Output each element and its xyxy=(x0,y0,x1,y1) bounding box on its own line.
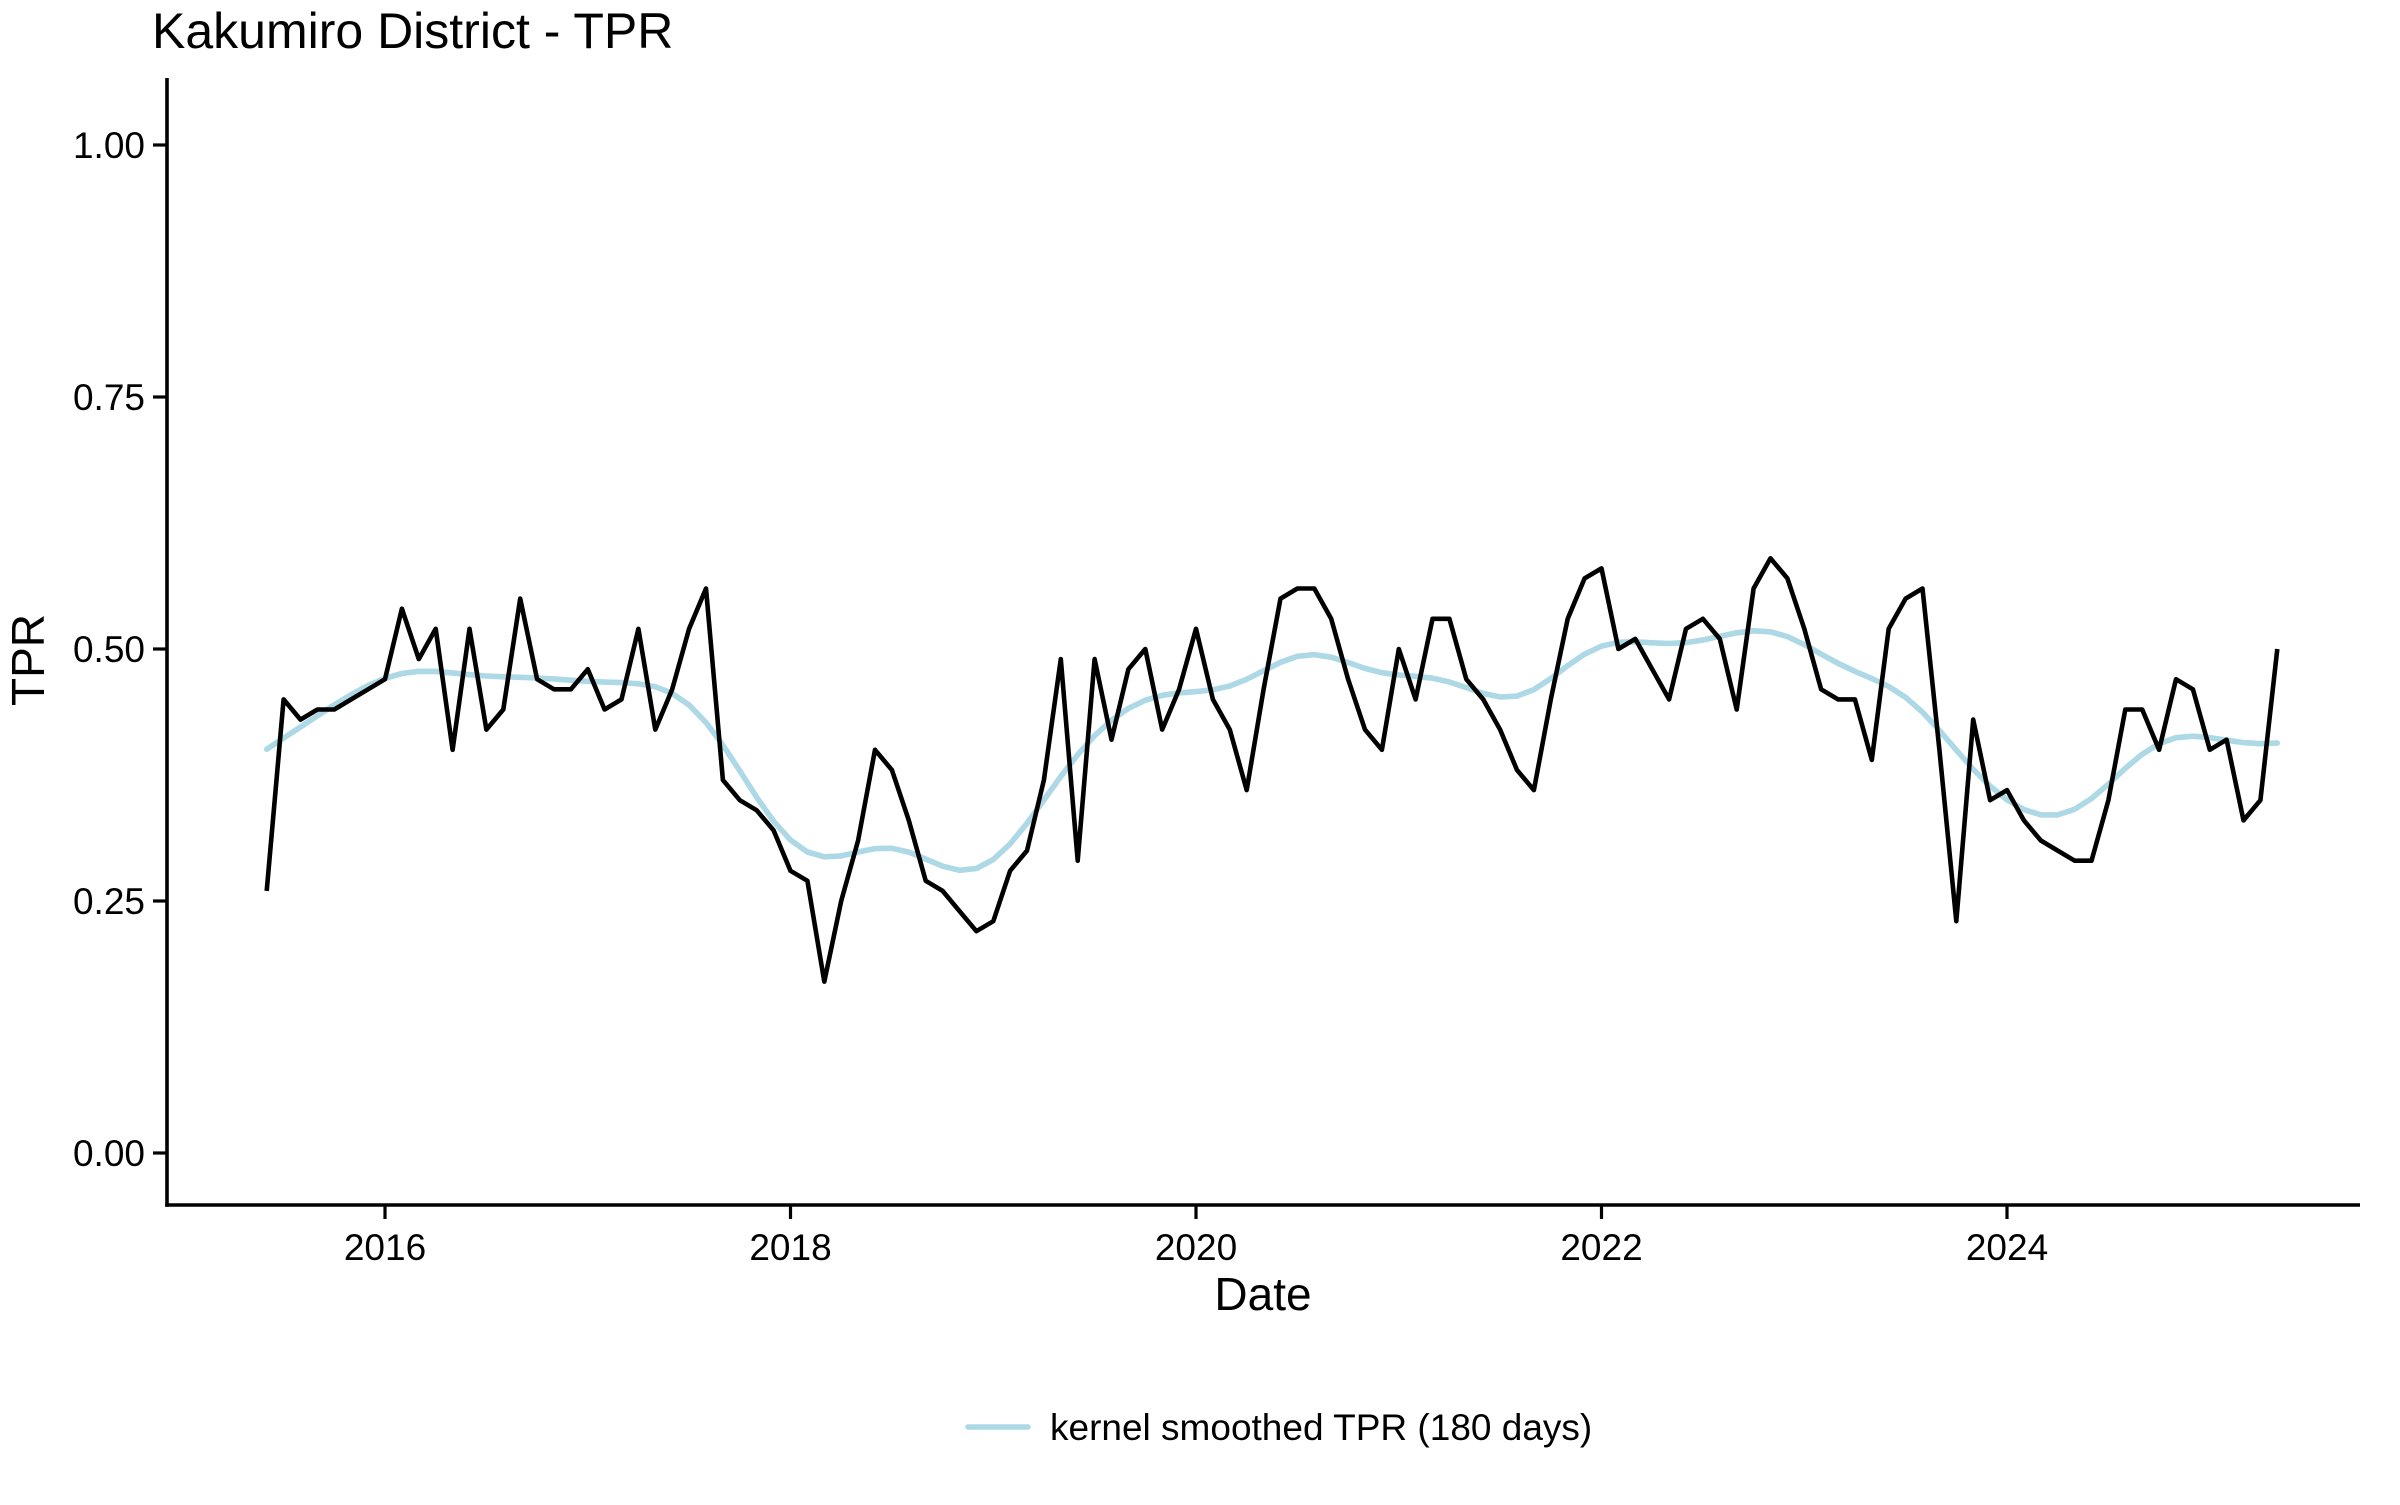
x-tick-group: 2016 2018 2020 2022 2024 xyxy=(344,1205,2048,1268)
series-group xyxy=(263,555,2281,984)
x-tick-label-2020: 2020 xyxy=(1155,1227,1237,1268)
tpr-line xyxy=(264,555,2280,984)
y-tick-label-0.00: 0.00 xyxy=(73,1133,145,1174)
x-tick-label-2018: 2018 xyxy=(749,1227,831,1268)
y-tick-label-0.75: 0.75 xyxy=(73,377,145,418)
y-tick-label-0.25: 0.25 xyxy=(73,881,145,922)
legend: kernel smoothed TPR (180 days) xyxy=(965,1407,1592,1448)
chart-title: Kakumiro District - TPR xyxy=(152,3,673,59)
y-tick-group: 1.00 0.75 0.50 0.25 0.00 xyxy=(73,125,167,1174)
x-tick-label-2022: 2022 xyxy=(1560,1227,1642,1268)
legend-label: kernel smoothed TPR (180 days) xyxy=(1050,1407,1592,1448)
y-tick-label-0.50: 0.50 xyxy=(73,629,145,670)
x-axis-label: Date xyxy=(1214,1268,1311,1320)
y-tick-label-1.00: 1.00 xyxy=(73,125,145,166)
x-tick-label-2024: 2024 xyxy=(1966,1227,2048,1268)
x-tick-label-2016: 2016 xyxy=(344,1227,426,1268)
y-axis-label: TPR xyxy=(2,614,54,706)
x-axis: 2016 2018 2020 2022 2024 Date xyxy=(165,1203,2360,1320)
smoothed-tpr-line xyxy=(263,627,2281,874)
y-axis: 1.00 0.75 0.50 0.25 0.00 TPR xyxy=(2,78,169,1207)
